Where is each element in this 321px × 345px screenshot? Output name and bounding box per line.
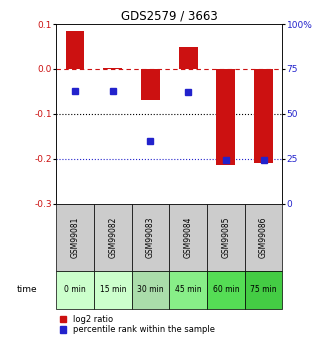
Text: 75 min: 75 min	[250, 285, 277, 294]
Text: GSM99085: GSM99085	[221, 216, 230, 258]
Bar	[132, 271, 169, 309]
Bar	[207, 271, 245, 309]
Text: GSM99082: GSM99082	[108, 217, 117, 258]
Bar	[94, 271, 132, 309]
Bar	[94, 204, 132, 271]
Bar	[65, 31, 84, 69]
Bar	[103, 68, 122, 69]
Bar	[169, 271, 207, 309]
Bar	[141, 69, 160, 100]
Bar	[56, 204, 94, 271]
Text: GSM99083: GSM99083	[146, 216, 155, 258]
Bar	[207, 204, 245, 271]
Bar	[56, 271, 94, 309]
Legend: log2 ratio, percentile rank within the sample: log2 ratio, percentile rank within the s…	[59, 315, 215, 334]
Text: 45 min: 45 min	[175, 285, 202, 294]
Bar	[254, 69, 273, 163]
Text: GSM99081: GSM99081	[71, 217, 80, 258]
Bar	[216, 69, 235, 165]
Bar	[245, 271, 282, 309]
Text: 60 min: 60 min	[213, 285, 239, 294]
Text: 15 min: 15 min	[100, 285, 126, 294]
Text: time: time	[17, 285, 37, 294]
Title: GDS2579 / 3663: GDS2579 / 3663	[121, 10, 218, 23]
Text: GSM99086: GSM99086	[259, 216, 268, 258]
Text: GSM99084: GSM99084	[184, 216, 193, 258]
Text: 30 min: 30 min	[137, 285, 164, 294]
Bar	[179, 48, 198, 69]
Bar	[132, 204, 169, 271]
Bar	[169, 204, 207, 271]
Bar	[245, 204, 282, 271]
Text: 0 min: 0 min	[64, 285, 86, 294]
